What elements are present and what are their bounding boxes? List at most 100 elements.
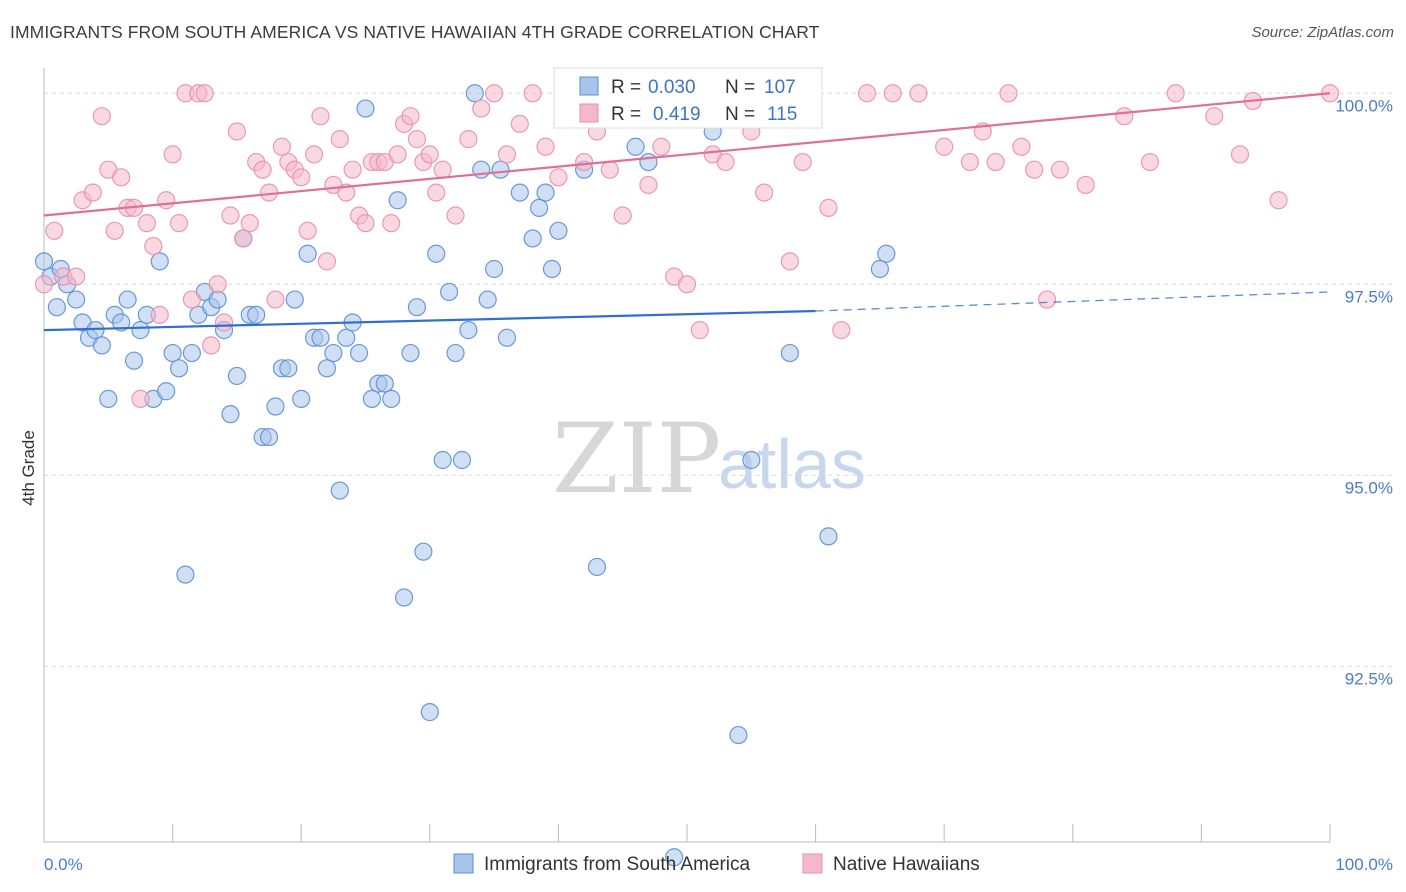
legend-swatch-pink [802,853,823,874]
point-immigrants-51 [362,389,382,408]
point-immigrants-85 [639,152,658,172]
point-hawaiians-47 [356,214,375,233]
point-hawaiians-15 [150,305,169,324]
point-hawaiians-96 [999,84,1018,103]
point-hawaiians-63 [485,84,504,103]
point-immigrants-65 [452,450,472,470]
stats-r-value-1: 0.030 [648,77,696,98]
point-hawaiians-101 [1076,175,1095,195]
point-hawaiians-20 [182,290,201,309]
point-hawaiians-89 [857,84,877,103]
point-immigrants-66 [459,321,478,340]
point-immigrants-40 [292,389,311,408]
x-tick-labels: 0.0% 100.0% [44,855,1393,874]
point-immigrants-14 [124,351,144,370]
chart-title: IMMIGRANTS FROM SOUTH AMERICA VS NATIVE … [10,22,820,42]
point-hawaiians-59 [433,160,452,179]
point-hawaiians-45 [343,160,362,179]
point-hawaiians-6 [92,107,111,126]
point-immigrants-58 [407,298,427,317]
x-tick-label-min: 0.0% [44,855,83,874]
trend-lines [43,92,1331,332]
point-immigrants-64 [446,343,465,363]
point-immigrants-29 [221,405,240,424]
point-hawaiians-99 [1037,290,1057,309]
stats-swatch-blue [579,76,599,96]
point-immigrants-5 [67,290,86,309]
point-hawaiians-68 [549,168,568,187]
point-immigrants-59 [414,542,433,561]
point-hawaiians-22 [195,84,214,103]
stats-n-label-1: N = [725,77,755,98]
y-tick-labels: 92.5% 95.0% 97.5% 100.0% [1335,96,1393,688]
point-hawaiians-58 [427,183,446,202]
point-immigrants-95 [877,244,896,263]
point-hawaiians-44 [337,183,356,202]
point-hawaiians-65 [510,114,529,133]
point-immigrants-15 [131,321,150,340]
point-immigrants-75 [530,198,549,217]
point-hawaiians-29 [240,214,259,233]
point-immigrants-8 [86,321,105,340]
point-hawaiians-26 [221,206,240,225]
point-hawaiians-31 [253,160,272,179]
point-hawaiians-93 [960,152,980,172]
stats-r-label-1: R = [611,77,641,98]
point-hawaiians-81 [716,152,735,172]
legend: Immigrants from South America Native Haw… [453,853,980,875]
point-hawaiians-43 [330,130,349,149]
point-hawaiians-98 [1025,160,1044,179]
point-hawaiians-85 [780,252,799,271]
point-hawaiians-13 [137,214,156,233]
point-hawaiians-5 [83,183,102,202]
point-immigrants-78 [549,221,568,240]
point-hawaiians-92 [935,137,954,156]
point-hawaiians-57 [420,145,439,164]
point-immigrants-50 [356,99,375,118]
point-hawaiians-95 [986,152,1005,172]
point-immigrants-41 [298,244,317,263]
point-hawaiians-27 [227,122,246,141]
point-immigrants-62 [433,450,452,470]
point-hawaiians-108 [1269,191,1288,210]
point-hawaiians-54 [401,107,420,126]
point-hawaiians-38 [298,221,317,240]
point-immigrants-38 [279,359,298,378]
point-immigrants-49 [349,343,369,363]
chart-source: Source: ZipAtlas.com [1251,24,1394,41]
point-immigrants-23 [182,343,201,363]
point-immigrants-10 [99,389,118,408]
legend-swatch-blue [453,853,474,874]
point-immigrants-61 [427,244,446,263]
point-immigrants-45 [324,343,343,363]
point-immigrants-2 [47,298,66,317]
point-immigrants-93 [819,527,838,546]
point-hawaiians-64 [497,145,517,164]
point-hawaiians-62 [472,99,491,118]
point-immigrants-21 [169,359,189,378]
point-immigrants-18 [150,252,169,271]
point-hawaiians-23 [202,336,221,355]
point-hawaiians-60 [446,206,465,225]
point-hawaiians-18 [169,214,189,233]
point-hawaiians-79 [690,321,709,340]
trend-line-immigrants [43,309,816,332]
point-hawaiians-37 [292,168,311,187]
y-tick-label-1: 95.0% [1345,478,1393,497]
stats-box-frame [553,67,823,129]
point-hawaiians-51 [382,214,401,233]
point-immigrants-56 [394,588,414,607]
point-immigrants-92 [780,343,799,363]
point-immigrants-12 [112,313,131,332]
point-hawaiians-91 [909,84,928,103]
point-immigrants-39 [285,290,304,309]
stats-n-value-1: 107 [764,77,796,98]
point-immigrants-60 [420,703,439,722]
point-immigrants-76 [536,183,555,202]
point-immigrants-35 [259,427,279,447]
y-tick-label-3: 100.0% [1335,96,1393,115]
watermark-zip: ZIP [552,403,721,515]
point-hawaiians-78 [677,275,697,294]
point-hawaiians-25 [214,313,234,332]
